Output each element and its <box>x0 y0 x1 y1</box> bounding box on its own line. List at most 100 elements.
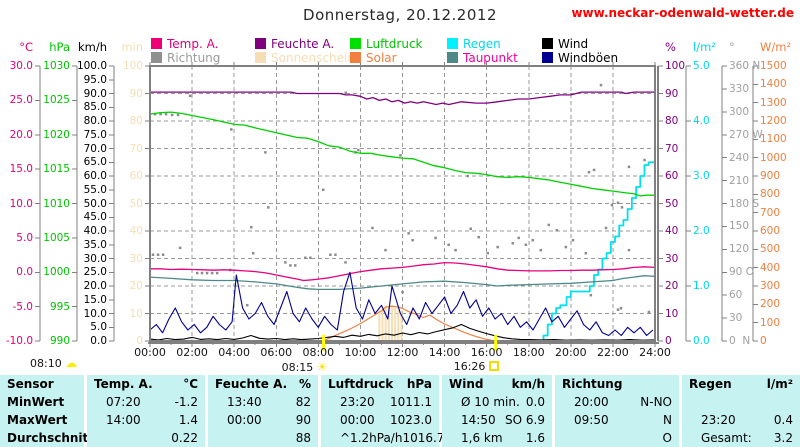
axis-deg-tick-label: 210 <box>729 174 750 187</box>
x-axis-label: 22:00 <box>597 346 629 359</box>
series-richtung-dot <box>616 201 620 205</box>
axis-deg-tick-label: 360 N <box>729 59 761 72</box>
table-cell: 88 <box>295 431 311 445</box>
axis-unit-kmh: km/h <box>77 40 107 54</box>
series-richtung-dot <box>170 113 174 117</box>
series-richtung-dot <box>547 223 551 227</box>
series-richtung-dot <box>643 158 646 162</box>
legend-swatch-icon <box>151 38 162 49</box>
legend-swatch-icon <box>255 38 266 49</box>
series-richtung-dot <box>486 251 490 255</box>
series-temp <box>150 261 656 282</box>
x-axis-label: 10:00 <box>344 346 377 359</box>
series-richtung-dot <box>304 256 307 260</box>
axis-lm2-tick-label: 4.0 <box>693 114 710 127</box>
axis-kmh-tick-label: 45.0 <box>83 211 107 223</box>
axis-min-tick-label: 40 <box>129 224 143 237</box>
axis-kmh-tick-label: 85.0 <box>83 101 107 113</box>
series-richtung-dot <box>371 226 374 230</box>
axis-kmh-tick-label: 60.0 <box>83 169 107 182</box>
axis-deg-tick-label: 150 <box>729 220 750 233</box>
x-axis-label: 06:00 <box>260 346 293 359</box>
table-row: 23:20 1011.1 <box>321 393 439 411</box>
axis-kmh-tick-label: 30.0 <box>83 252 107 265</box>
axis-unit-lm2: l/m² <box>693 40 716 54</box>
legend-label: Wind <box>558 37 589 51</box>
axis-hpa-tick-label: 1020 <box>43 128 70 141</box>
sunrise-marker: 08:15 ☀ <box>281 360 328 374</box>
page-title: Donnerstag, 20.12.2012 <box>303 6 497 24</box>
series-richtung-dot <box>619 306 623 310</box>
series-richtung-dot <box>496 245 499 249</box>
table-cell: l/m² <box>766 377 793 391</box>
series-richtung-dot <box>267 206 270 209</box>
series-richtung-dot <box>195 271 199 275</box>
table-row <box>682 393 800 411</box>
axis-degC-tick-label: 20.0 <box>9 128 33 141</box>
series-sonnenschein-bar <box>397 308 400 340</box>
table-cell: 13:40 <box>227 395 262 409</box>
sun-event-tick <box>322 335 326 351</box>
table-row: Luftdruck hPa <box>321 375 439 393</box>
x-axis-label: 02:00 <box>176 346 208 359</box>
axis-degC-tick-label: 0.0 <box>16 266 33 278</box>
axis-degC-tick-label: 15.0 <box>9 162 33 175</box>
axis-wm2-tick-label: 500 <box>760 243 781 256</box>
axis-kmh-tick-label: 25.0 <box>83 266 107 278</box>
legend-item-luftdruck: Luftdruck <box>350 33 423 50</box>
cloud-icon: ☁ <box>65 356 78 370</box>
series-richtung-dot <box>329 253 332 256</box>
legend-swatch-icon <box>350 38 361 49</box>
x-axis-label: 08:00 <box>302 346 335 359</box>
series-richtung-dot <box>344 261 347 264</box>
axis-pct-tick-label: 70 <box>665 142 679 155</box>
x-axis-label: 04:00 <box>218 346 250 359</box>
axis-unit-hpa: hPa <box>49 40 70 54</box>
axis-unit-wm2: W/m² <box>760 40 792 54</box>
series-richtung-dot <box>589 293 593 297</box>
axis-lm2-tick-label: 2.0 <box>693 224 710 237</box>
axis-pct-tick-label: 80 <box>665 114 679 127</box>
axis-lm2-tick-label: 3.0 <box>693 169 710 182</box>
x-axis-label: 00:00 <box>134 346 166 359</box>
series-wind <box>149 323 656 341</box>
series-richtung-dot <box>200 271 204 275</box>
table-cell: 1016.7 <box>402 431 445 445</box>
table-row: Feuchte A.% <box>208 375 318 393</box>
axis-kmh-tick-label: 90.0 <box>83 87 107 100</box>
axis-min-tick-label: 80 <box>129 114 143 127</box>
legend-label: Regen <box>463 37 501 51</box>
series-richtung-dot <box>407 232 410 235</box>
axis-min-tick-label: 10 <box>129 307 143 320</box>
table-cell: 1,6 km <box>461 431 503 445</box>
site-url-link[interactable]: www.neckar-odenwald-wetter.de <box>571 6 794 20</box>
series-richtung-dot <box>246 303 249 307</box>
series-richtung-dot <box>284 261 287 264</box>
sunset-square-icon <box>488 361 499 371</box>
legend-item-temp-a-: Temp. A. <box>151 33 218 50</box>
series-sonnenschein-bar <box>378 310 381 340</box>
table-cell: 00:00 <box>340 413 375 427</box>
series-richtung-dot <box>153 112 157 116</box>
table-cell: Durchschnitt <box>7 431 95 445</box>
table-cell: Ø 10 min. <box>461 395 520 409</box>
axis-hpa-tick-label: 1030 <box>43 59 70 72</box>
series-richtung-dot <box>511 242 515 245</box>
axis-deg-tick-label: 60 <box>729 288 743 301</box>
series-richtung-dot <box>466 174 470 178</box>
series-sonnenschein-bar <box>381 308 384 340</box>
series-sonnenschein-bar <box>394 308 397 340</box>
axis-degC-tick-label: -10.0 <box>5 334 33 347</box>
table-cell: 3.2 <box>773 431 793 445</box>
table-cell: -1.2 <box>174 395 198 409</box>
legend-swatch-icon <box>151 52 162 63</box>
axis-kmh-tick-label: 10.0 <box>83 307 107 320</box>
table-cell: Feuchte A. <box>215 377 288 391</box>
table-row: 07:20 -1.2 <box>87 393 205 411</box>
table-cell: 00:00 <box>227 413 262 427</box>
table-cell: 23:20 <box>340 395 375 409</box>
series-richtung-dot <box>230 128 233 131</box>
axis-kmh-tick-label: 100.0 <box>76 59 107 72</box>
axis-wm2-tick-label: 100 <box>760 316 781 329</box>
